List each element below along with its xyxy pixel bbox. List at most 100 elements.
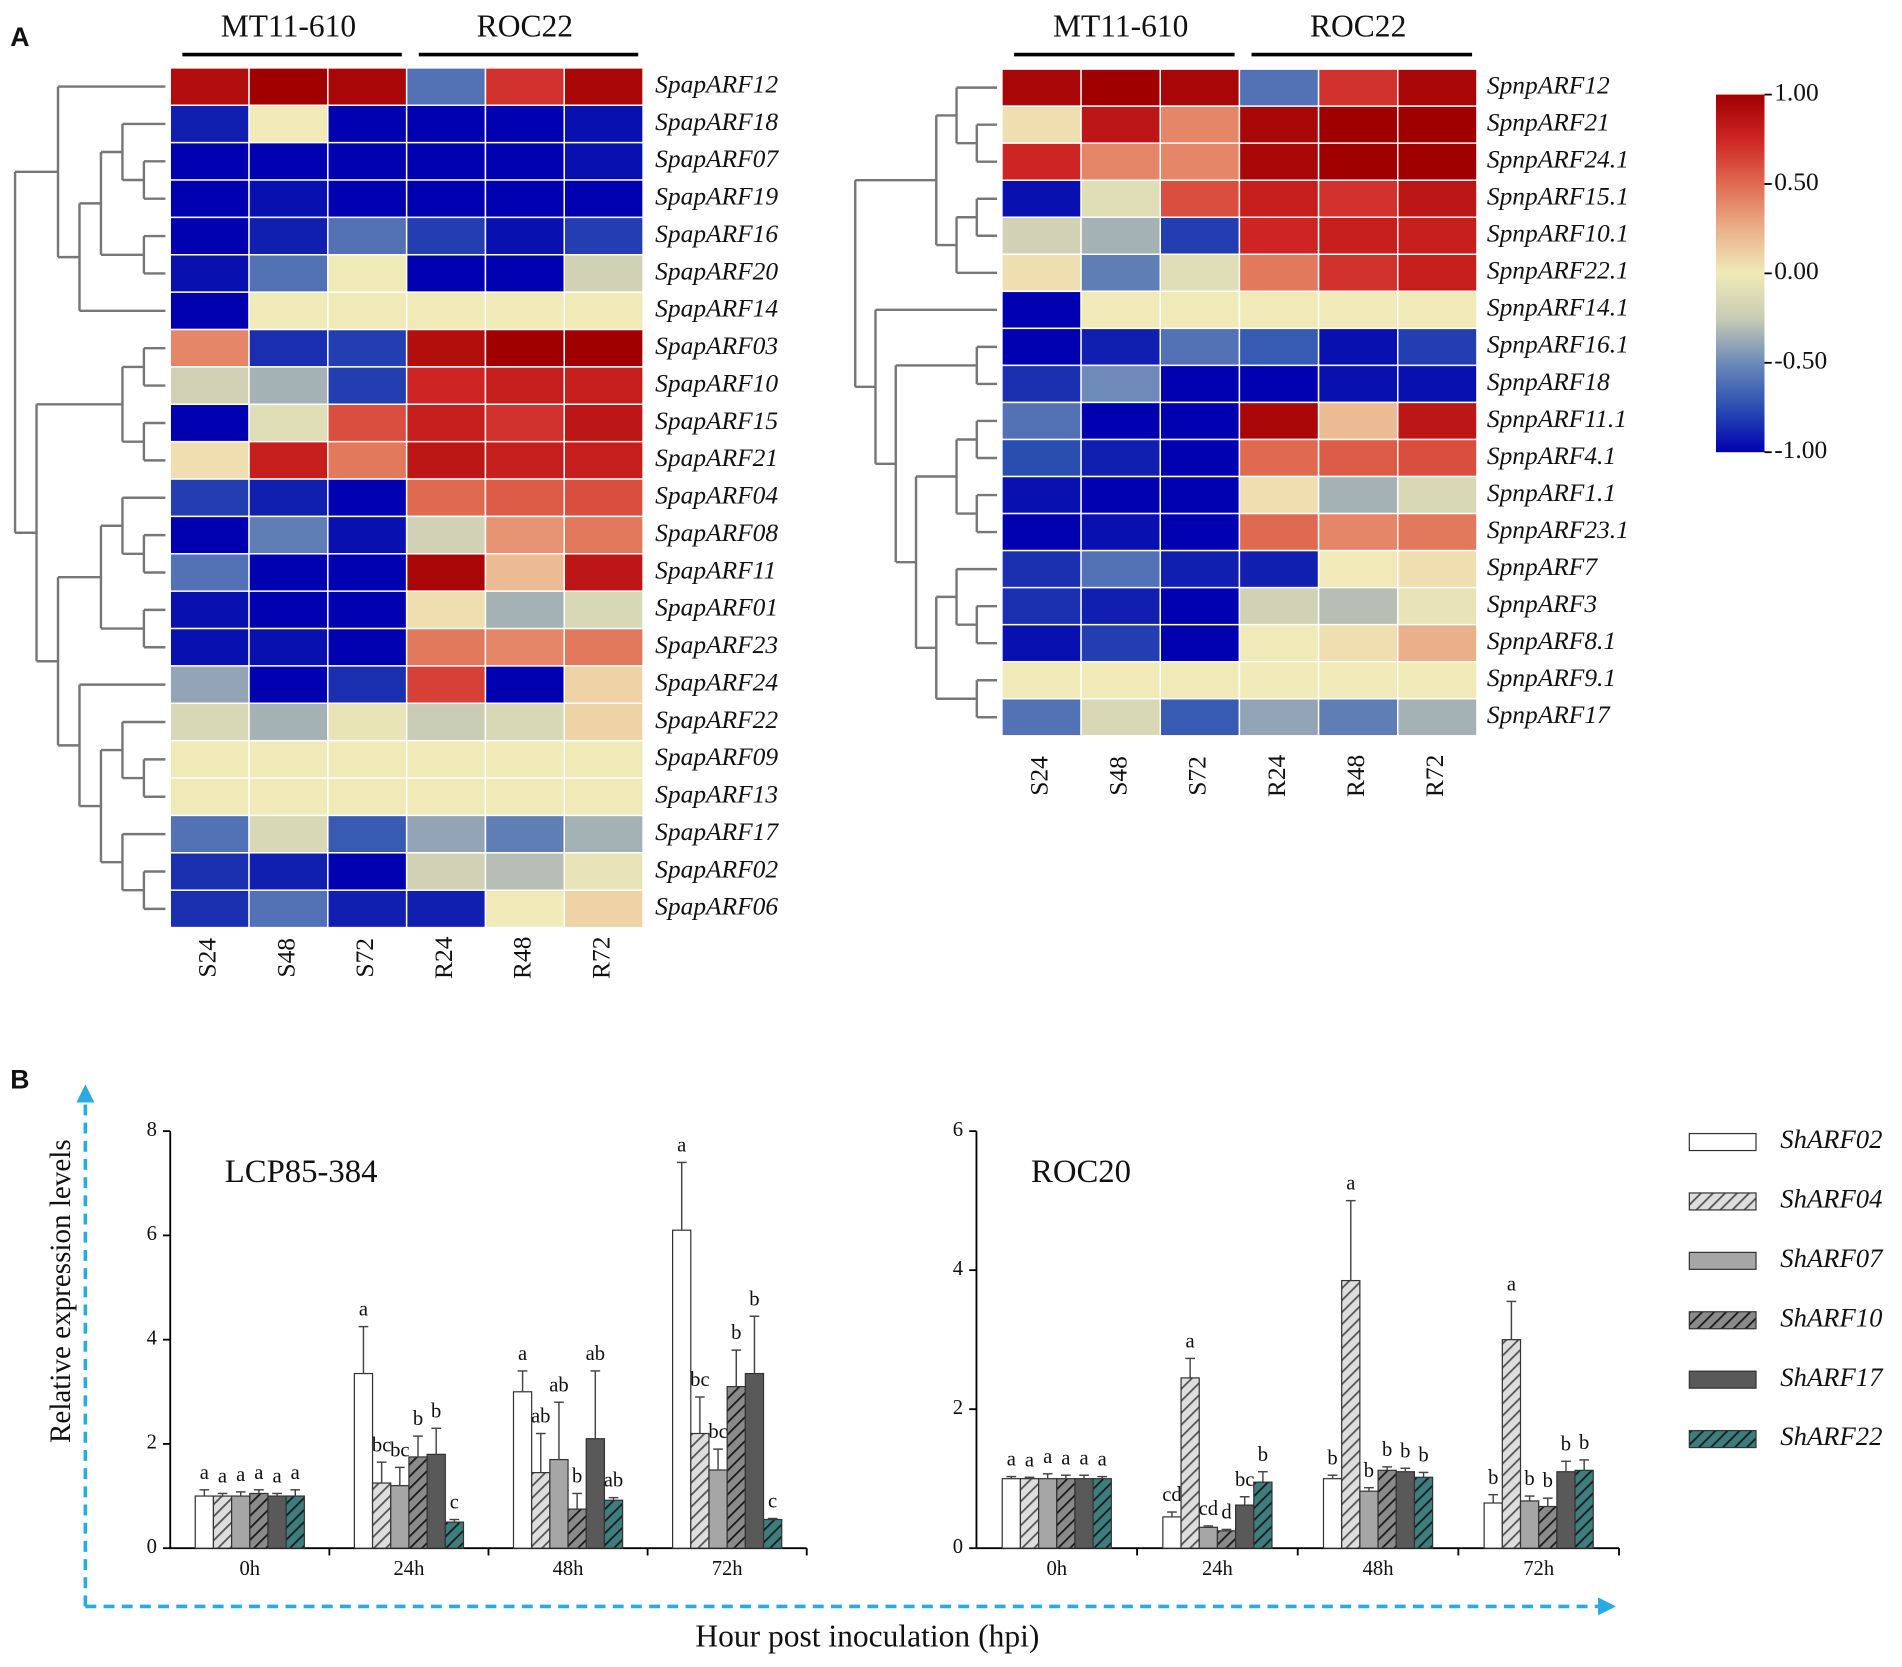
bar (1538, 1505, 1558, 1549)
heat-cell (1238, 623, 1320, 663)
row-label: SpapARF12 (655, 69, 778, 98)
legend-swatch (1688, 1132, 1757, 1152)
heat-cell (169, 665, 250, 705)
y-axis-label: Relative expression levels (45, 1139, 77, 1443)
heat-cell (327, 739, 408, 779)
heat-cell (248, 478, 329, 518)
bar (390, 1485, 410, 1549)
heat-cell (1080, 105, 1161, 144)
colorbar (1716, 94, 1765, 453)
heat-cell (1159, 512, 1241, 552)
heat-cell (1080, 68, 1161, 107)
heat-cell (1080, 142, 1161, 181)
significance-letter: a (1346, 1173, 1355, 1195)
heat-cell (327, 515, 408, 555)
row-label: SpapARF24 (655, 667, 778, 696)
heat-cell (327, 665, 408, 705)
heat-cell (1397, 290, 1478, 330)
bar (690, 1432, 710, 1549)
heat-cell (1317, 512, 1399, 552)
bar (672, 1229, 692, 1549)
x-tick-label: 24h (1202, 1558, 1234, 1580)
bar (549, 1458, 569, 1549)
heat-cell (1001, 438, 1082, 478)
y-tick-label: 4 (953, 1258, 963, 1280)
heat-cell (484, 665, 565, 705)
heat-cell (1001, 475, 1082, 515)
bar (1483, 1502, 1503, 1549)
heat-cell (1317, 216, 1399, 256)
heat-cell (1159, 438, 1241, 478)
heat-cell (1317, 623, 1399, 663)
bar (512, 1391, 533, 1549)
heat-cell (1080, 623, 1161, 663)
significance-letter: b (413, 1408, 423, 1430)
heat-cell (1001, 512, 1082, 552)
group-label: MT11-610 (1053, 8, 1188, 43)
heat-cell (327, 889, 408, 929)
panel-label: A (10, 22, 29, 52)
bar (1198, 1526, 1219, 1549)
heat-cell (563, 104, 644, 144)
heat-cell (563, 627, 644, 667)
significance-letter: bc (690, 1369, 709, 1391)
heat-cell (169, 515, 250, 555)
heat-cell (484, 627, 565, 667)
heat-cell (405, 179, 487, 219)
heat-cell (563, 328, 644, 368)
heat-cell (1397, 142, 1478, 181)
legend-label: ShARF02 (1780, 1124, 1882, 1154)
x-tick-label: 0h (239, 1558, 260, 1580)
heat-cell (248, 104, 329, 144)
heat-cell (248, 665, 329, 705)
heat-cell (1397, 586, 1478, 626)
heat-cell (248, 702, 329, 742)
row-label: SpapARF03 (655, 331, 778, 360)
bar (708, 1469, 728, 1549)
heat-cell (327, 478, 408, 518)
heat-cell (563, 440, 644, 480)
heat-cell (248, 627, 329, 667)
heat-cell (327, 440, 408, 480)
column-label: S48 (271, 938, 300, 978)
column-label: S24 (192, 938, 221, 978)
heat-cell (1238, 327, 1320, 367)
row-label: SpnpARF4.1 (1487, 441, 1616, 470)
heat-cell (169, 478, 250, 518)
heat-cell (169, 627, 250, 667)
heat-cell (1317, 586, 1399, 626)
heat-cell (1397, 512, 1478, 552)
row-label: SpnpARF17 (1487, 700, 1611, 729)
heat-cell (169, 216, 250, 256)
significance-letter: a (1025, 1449, 1034, 1471)
row-label: SpapARF23 (655, 630, 778, 659)
heat-cell (1317, 290, 1399, 330)
heat-cell (1397, 364, 1478, 404)
significance-letter: b (1364, 1460, 1374, 1482)
bar (585, 1438, 606, 1549)
heat-cell (327, 777, 408, 817)
heat-cell (484, 366, 565, 406)
heat-cell (1238, 216, 1320, 256)
significance-letter: cd (1162, 1484, 1182, 1506)
heat-cell (1001, 586, 1082, 626)
bar (1216, 1530, 1237, 1549)
bar (285, 1495, 305, 1549)
heat-cell (169, 440, 250, 480)
heat-cell (405, 590, 487, 630)
heat-cell (248, 216, 329, 256)
row-label: SpapARF19 (655, 182, 778, 211)
heat-cell (1001, 253, 1082, 293)
heat-cell (405, 515, 487, 555)
heat-cell (169, 590, 250, 630)
bar (603, 1499, 624, 1549)
bar (1377, 1469, 1397, 1549)
heat-cell (327, 814, 408, 854)
heat-cell (169, 403, 250, 443)
y-tick-label: 2 (953, 1397, 963, 1419)
heat-cell (1317, 179, 1399, 218)
heat-cell (563, 403, 644, 443)
bar (231, 1495, 251, 1549)
significance-letter: b (1382, 1439, 1392, 1461)
column-label: R48 (508, 937, 537, 979)
